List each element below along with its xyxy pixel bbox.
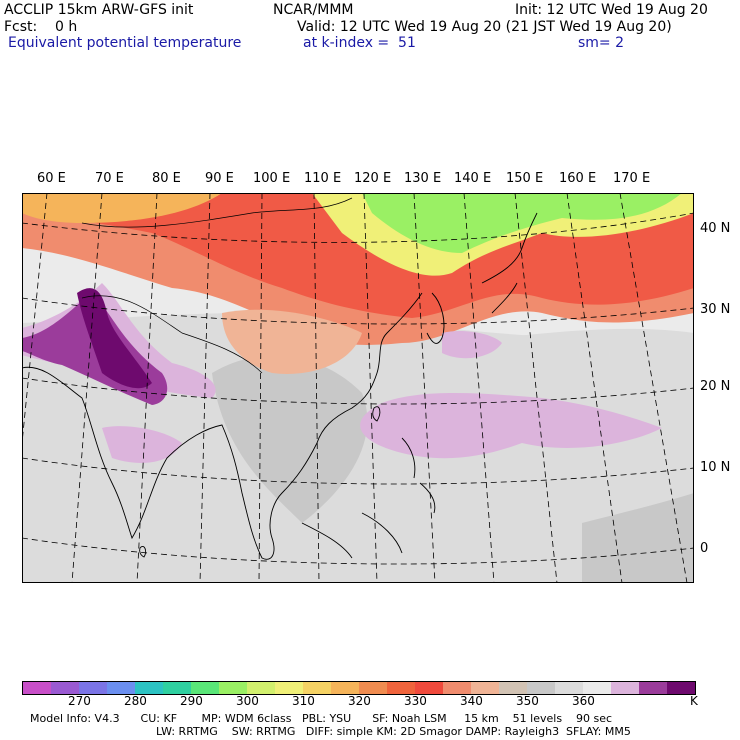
colorbar-tick-label: 280 bbox=[124, 694, 147, 708]
colorbar-tick-label: 350 bbox=[516, 694, 539, 708]
lon-label: 90 E bbox=[205, 171, 234, 186]
lat-label: 20 N bbox=[700, 379, 731, 394]
field-north-orange bbox=[22, 193, 222, 223]
forecast-hour: Fcst: 0 h bbox=[4, 19, 78, 35]
field-equatorial bbox=[582, 493, 694, 583]
colorbar-tick-label: 290 bbox=[180, 694, 203, 708]
field-indochina bbox=[212, 355, 368, 523]
colorbar-swatch bbox=[583, 682, 611, 694]
colorbar-swatch bbox=[219, 682, 247, 694]
colorbar-swatch bbox=[331, 682, 359, 694]
organization: NCAR/MMM bbox=[273, 2, 354, 18]
colorbar-swatch bbox=[611, 682, 639, 694]
lon-label: 150 E bbox=[506, 171, 544, 186]
field-pacific-purple bbox=[360, 393, 662, 459]
field-china-salmon bbox=[222, 309, 362, 374]
model-info-line2: LW: RRTMG SW: RRTMG DIFF: simple KM: 2D … bbox=[156, 725, 631, 738]
colorbar-swatch bbox=[275, 682, 303, 694]
colorbar-tick-label: 330 bbox=[404, 694, 427, 708]
colorbar-swatch bbox=[135, 682, 163, 694]
map-frame bbox=[22, 193, 694, 583]
colorbar-swatch bbox=[163, 682, 191, 694]
colorbar-swatch bbox=[555, 682, 583, 694]
lat-label: 30 N bbox=[700, 302, 731, 317]
lon-label: 170 E bbox=[613, 171, 651, 186]
colorbar-tick-label: 340 bbox=[460, 694, 483, 708]
colorbar-swatch bbox=[527, 682, 555, 694]
smoothing-info: sm= 2 bbox=[578, 35, 625, 51]
colorbar-swatch bbox=[107, 682, 135, 694]
colorbar-tick-label: 360 bbox=[572, 694, 595, 708]
lon-label: 110 E bbox=[304, 171, 342, 186]
colorbar-swatch bbox=[387, 682, 415, 694]
level-info: at k-index = 51 bbox=[303, 35, 416, 51]
lat-label: 10 N bbox=[700, 460, 731, 475]
colorbar-swatch bbox=[359, 682, 387, 694]
colorbar-tick-label: 300 bbox=[236, 694, 259, 708]
field-arabian-purple bbox=[102, 426, 182, 463]
field-japan-purple bbox=[442, 331, 502, 359]
model-title: ACCLIP 15km ARW-GFS init bbox=[4, 2, 194, 18]
valid-time: Valid: 12 UTC Wed 19 Aug 20 (21 JST Wed … bbox=[297, 19, 672, 35]
colorbar bbox=[22, 681, 696, 695]
colorbar-tick-label: 270 bbox=[68, 694, 91, 708]
field-north-green bbox=[362, 193, 682, 253]
init-time: Init: 12 UTC Wed 19 Aug 20 bbox=[515, 2, 708, 18]
colorbar-swatch bbox=[415, 682, 443, 694]
colorbar-swatch bbox=[471, 682, 499, 694]
lon-label: 160 E bbox=[559, 171, 597, 186]
model-info-line1: Model Info: V4.3 CU: KF MP: WDM 6class P… bbox=[30, 712, 613, 725]
colorbar-swatch bbox=[51, 682, 79, 694]
lon-label: 120 E bbox=[354, 171, 392, 186]
lon-label: 140 E bbox=[454, 171, 492, 186]
lat-label: 40 N bbox=[700, 221, 731, 236]
colorbar-swatch bbox=[191, 682, 219, 694]
colorbar-swatch bbox=[639, 682, 667, 694]
lon-label: 130 E bbox=[404, 171, 442, 186]
colorbar-swatch bbox=[247, 682, 275, 694]
coastlines bbox=[22, 197, 538, 560]
lon-label: 100 E bbox=[253, 171, 291, 186]
colorbar-swatch bbox=[79, 682, 107, 694]
colorbar-swatch bbox=[667, 682, 695, 694]
colorbar-swatch bbox=[499, 682, 527, 694]
field-india-dark-purple bbox=[77, 288, 152, 389]
colorbar-tick-label: 310 bbox=[292, 694, 315, 708]
colorbar-swatch bbox=[303, 682, 331, 694]
field-name: Equivalent potential temperature bbox=[8, 35, 242, 51]
lon-label: 80 E bbox=[152, 171, 181, 186]
colorbar-tick-label: 320 bbox=[348, 694, 371, 708]
lon-label: 60 E bbox=[37, 171, 66, 186]
graticule bbox=[22, 193, 694, 583]
colorbar-swatch bbox=[23, 682, 51, 694]
theta-e-map bbox=[22, 193, 694, 583]
colorbar-unit: K bbox=[690, 694, 698, 708]
colorbar-swatch bbox=[443, 682, 471, 694]
lat-label: 0 bbox=[700, 541, 709, 556]
lon-label: 70 E bbox=[95, 171, 124, 186]
